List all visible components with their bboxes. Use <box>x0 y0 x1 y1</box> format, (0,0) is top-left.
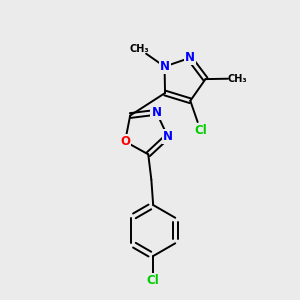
Text: Cl: Cl <box>147 274 160 287</box>
Text: N: N <box>163 130 172 143</box>
Text: Cl: Cl <box>194 124 207 137</box>
Text: N: N <box>160 60 170 73</box>
Text: N: N <box>152 106 161 119</box>
Text: O: O <box>120 135 130 148</box>
Text: CH₃: CH₃ <box>129 44 149 54</box>
Text: N: N <box>184 52 195 64</box>
Text: CH₃: CH₃ <box>227 74 247 84</box>
